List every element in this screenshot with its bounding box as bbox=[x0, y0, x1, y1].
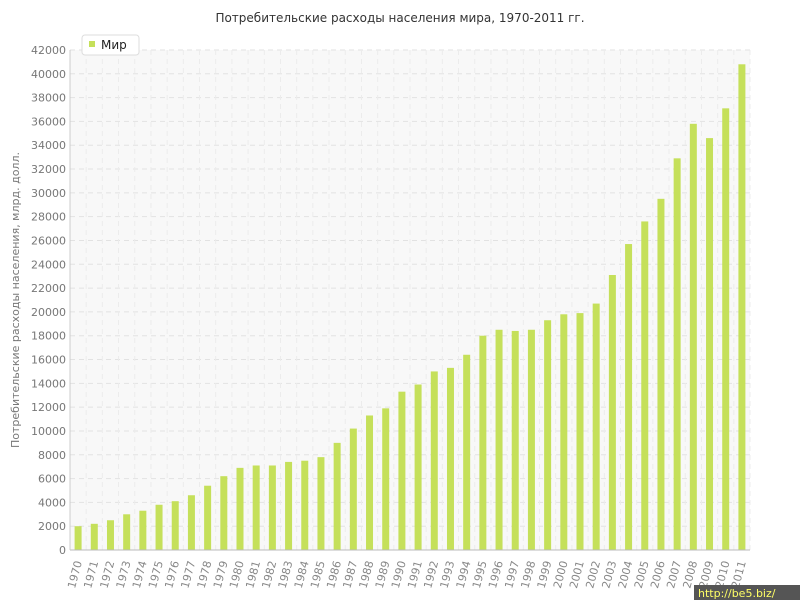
bar-2008[interactable] bbox=[689, 123, 697, 551]
bar-2004[interactable] bbox=[625, 244, 633, 551]
y-tick-label: 30000 bbox=[31, 187, 66, 200]
y-tick-label: 4000 bbox=[38, 496, 66, 509]
bar-1999[interactable] bbox=[544, 320, 552, 550]
bar-1980[interactable] bbox=[236, 467, 244, 550]
bar-1983[interactable] bbox=[285, 461, 293, 550]
y-tick-label: 14000 bbox=[31, 377, 66, 390]
bar-1982[interactable] bbox=[268, 465, 276, 550]
bar-1987[interactable] bbox=[349, 428, 357, 550]
watermark-link[interactable]: http://be5.biz/ bbox=[698, 587, 776, 600]
y-tick-label: 26000 bbox=[31, 234, 66, 247]
bar-2001[interactable] bbox=[576, 313, 584, 550]
bar-1985[interactable] bbox=[317, 457, 325, 550]
bar-2005[interactable] bbox=[641, 221, 649, 550]
bar-1997[interactable] bbox=[511, 330, 519, 550]
bar-1978[interactable] bbox=[204, 485, 212, 550]
y-tick-label: 8000 bbox=[38, 449, 66, 462]
watermark-bg bbox=[694, 585, 800, 600]
y-tick-label: 36000 bbox=[31, 115, 66, 128]
bar-1988[interactable] bbox=[366, 415, 374, 550]
bar-2006[interactable] bbox=[657, 198, 665, 551]
legend-label[interactable]: Мир bbox=[101, 38, 127, 52]
bar-1973[interactable] bbox=[123, 514, 131, 550]
bar-2003[interactable] bbox=[608, 275, 616, 550]
axes bbox=[69, 50, 750, 551]
y-tick-labels: 0 2000 4000 6000 8000 10000 12000 14000 16000 180… bbox=[31, 44, 66, 557]
legend[interactable]: Мир bbox=[81, 34, 140, 56]
bar-2002[interactable] bbox=[592, 303, 600, 550]
bar-2010[interactable] bbox=[722, 108, 730, 550]
bar-1974[interactable] bbox=[139, 510, 147, 550]
bar-1977[interactable] bbox=[187, 495, 195, 550]
bar-1986[interactable] bbox=[333, 442, 341, 550]
y-tick-label: 28000 bbox=[31, 211, 66, 224]
bar-1971[interactable] bbox=[90, 523, 98, 550]
bar-1991[interactable] bbox=[414, 384, 422, 550]
y-tick-label: 38000 bbox=[31, 92, 66, 105]
bar-2000[interactable] bbox=[560, 314, 568, 550]
y-tick-label: 10000 bbox=[31, 425, 66, 438]
y-tick-label: 20000 bbox=[31, 306, 66, 319]
chart-title: Потребительские расходы населения мира, … bbox=[215, 11, 584, 25]
legend-box bbox=[81, 34, 140, 56]
y-tick-label: 32000 bbox=[31, 163, 66, 176]
bar-1990[interactable] bbox=[398, 391, 406, 550]
bars bbox=[74, 64, 746, 551]
bar-1996[interactable] bbox=[495, 329, 503, 550]
y-tick-label: 40000 bbox=[31, 68, 66, 81]
bar-1998[interactable] bbox=[527, 329, 535, 550]
bar-1972[interactable] bbox=[106, 520, 114, 550]
bar-1994[interactable] bbox=[463, 354, 471, 550]
y-tick-label: 34000 bbox=[31, 139, 66, 152]
bar-2011[interactable] bbox=[738, 64, 746, 551]
bar-1975[interactable] bbox=[155, 504, 163, 550]
bar-2007[interactable] bbox=[673, 158, 681, 551]
bar-1976[interactable] bbox=[171, 501, 179, 550]
grid bbox=[69, 49, 751, 551]
bar-1992[interactable] bbox=[430, 371, 438, 550]
y-tick-label: 42000 bbox=[31, 44, 66, 57]
legend-swatch bbox=[89, 41, 95, 47]
bar-2009[interactable] bbox=[706, 138, 714, 550]
y-tick-label: 16000 bbox=[31, 354, 66, 367]
y-tick-label: 6000 bbox=[38, 473, 66, 486]
y-tick-label: 2000 bbox=[38, 520, 66, 533]
bar-1970[interactable] bbox=[74, 526, 82, 550]
bar-1981[interactable] bbox=[252, 465, 260, 550]
bar-1995[interactable] bbox=[479, 335, 487, 550]
bar-1989[interactable] bbox=[382, 408, 390, 550]
y-tick-label: 18000 bbox=[31, 330, 66, 343]
x-tick-labels: 1970197119721973197419751976197719781979… bbox=[65, 559, 749, 589]
watermark[interactable]: http://be5.biz/ bbox=[694, 585, 800, 600]
bar-1979[interactable] bbox=[220, 476, 228, 550]
bar-1993[interactable] bbox=[446, 367, 454, 550]
bar-1984[interactable] bbox=[301, 460, 309, 550]
y-tick-label: 12000 bbox=[31, 401, 66, 414]
y-tick-label: 22000 bbox=[31, 282, 66, 295]
y-tick-label: 24000 bbox=[31, 258, 66, 271]
y-tick-label: 0 bbox=[59, 544, 66, 557]
y-axis-label: Потребительские расходы населения, млрд.… bbox=[9, 152, 22, 448]
